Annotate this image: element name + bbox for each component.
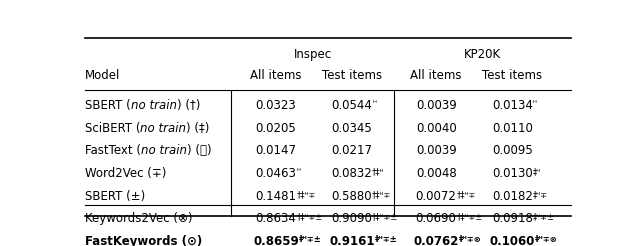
Text: 0.0832: 0.0832	[332, 167, 372, 180]
Text: †‡ᵸ∓: †‡ᵸ∓	[456, 190, 476, 199]
Text: no train: no train	[141, 144, 187, 157]
Text: 0.0072: 0.0072	[416, 190, 456, 203]
Text: 0.0095: 0.0095	[492, 144, 533, 157]
Text: Inspec: Inspec	[294, 48, 332, 61]
Text: 0.0039: 0.0039	[416, 144, 456, 157]
Text: Test items: Test items	[483, 69, 543, 82]
Text: Model: Model	[85, 69, 120, 82]
Text: Test items: Test items	[322, 69, 382, 82]
Text: Word2Vec (∓): Word2Vec (∓)	[85, 167, 166, 180]
Text: 0.8659: 0.8659	[253, 235, 299, 246]
Text: 0.0463: 0.0463	[255, 167, 296, 180]
Text: 0.0110: 0.0110	[492, 122, 533, 135]
Text: ‡ᵸ∓: ‡ᵸ∓	[533, 190, 548, 199]
Text: ᵸ: ᵸ	[296, 167, 300, 176]
Text: †‡ᵸ∓±: †‡ᵸ∓±	[296, 213, 323, 221]
Text: †‡ᵸ∓: †‡ᵸ∓	[372, 190, 392, 199]
Text: 0.0182: 0.0182	[492, 190, 533, 203]
Text: 0.5880: 0.5880	[332, 190, 372, 203]
Text: 0.1481: 0.1481	[255, 190, 296, 203]
Text: ) (‡): ) (‡)	[186, 122, 210, 135]
Text: SBERT (: SBERT (	[85, 99, 131, 112]
Text: 0.0217: 0.0217	[332, 144, 372, 157]
Text: All items: All items	[250, 69, 301, 82]
Text: 0.0039: 0.0039	[416, 99, 456, 112]
Text: †‡ᵸ∓±: †‡ᵸ∓±	[456, 213, 483, 221]
Text: 0.8634: 0.8634	[255, 213, 296, 225]
Text: 0.0690: 0.0690	[416, 213, 456, 225]
Text: 0.0918: 0.0918	[492, 213, 533, 225]
Text: †‡ᵸ∓: †‡ᵸ∓	[296, 190, 316, 199]
Text: ᵸ: ᵸ	[372, 99, 376, 108]
Text: FastText (: FastText (	[85, 144, 141, 157]
Text: 0.0544: 0.0544	[332, 99, 372, 112]
Text: 0.9090: 0.9090	[332, 213, 372, 225]
Text: ᵸ: ᵸ	[533, 99, 537, 108]
Text: 0.9161: 0.9161	[329, 235, 374, 246]
Text: ‡ᵸ: ‡ᵸ	[533, 167, 541, 176]
Text: SBERT (±): SBERT (±)	[85, 190, 145, 203]
Text: FastKeywords (⊙): FastKeywords (⊙)	[85, 235, 202, 246]
Text: 0.0147: 0.0147	[255, 144, 296, 157]
Text: ‡ᵸ∓±: ‡ᵸ∓±	[299, 235, 321, 244]
Text: ‡ᵸ∓⊗: ‡ᵸ∓⊗	[459, 235, 481, 244]
Text: ) (†): ) (†)	[177, 99, 200, 112]
Text: 0.0205: 0.0205	[255, 122, 296, 135]
Text: ‡ᵸ∓±: ‡ᵸ∓±	[533, 213, 555, 221]
Text: 0.0762: 0.0762	[413, 235, 459, 246]
Text: †‡ᵸ∓±: †‡ᵸ∓±	[372, 213, 399, 221]
Text: ) (ᵼ): ) (ᵼ)	[187, 144, 212, 157]
Text: no train: no train	[140, 122, 186, 135]
Text: 0.1060: 0.1060	[490, 235, 535, 246]
Text: SciBERT (: SciBERT (	[85, 122, 140, 135]
Text: no train: no train	[131, 99, 177, 112]
Text: Keywords2Vec (⊗): Keywords2Vec (⊗)	[85, 213, 193, 225]
Text: 0.0048: 0.0048	[416, 167, 456, 180]
Text: 0.0040: 0.0040	[416, 122, 456, 135]
Text: 0.0345: 0.0345	[332, 122, 372, 135]
Text: 0.0323: 0.0323	[255, 99, 296, 112]
Text: All items: All items	[410, 69, 462, 82]
Text: ‡ᵸ∓⊗: ‡ᵸ∓⊗	[535, 235, 558, 244]
Text: 0.0134: 0.0134	[492, 99, 533, 112]
Text: ‡ᵸ∓±: ‡ᵸ∓±	[374, 235, 397, 244]
Text: KP20K: KP20K	[464, 48, 501, 61]
Text: †‡ᵸ: †‡ᵸ	[372, 167, 385, 176]
Text: 0.0130: 0.0130	[492, 167, 533, 180]
